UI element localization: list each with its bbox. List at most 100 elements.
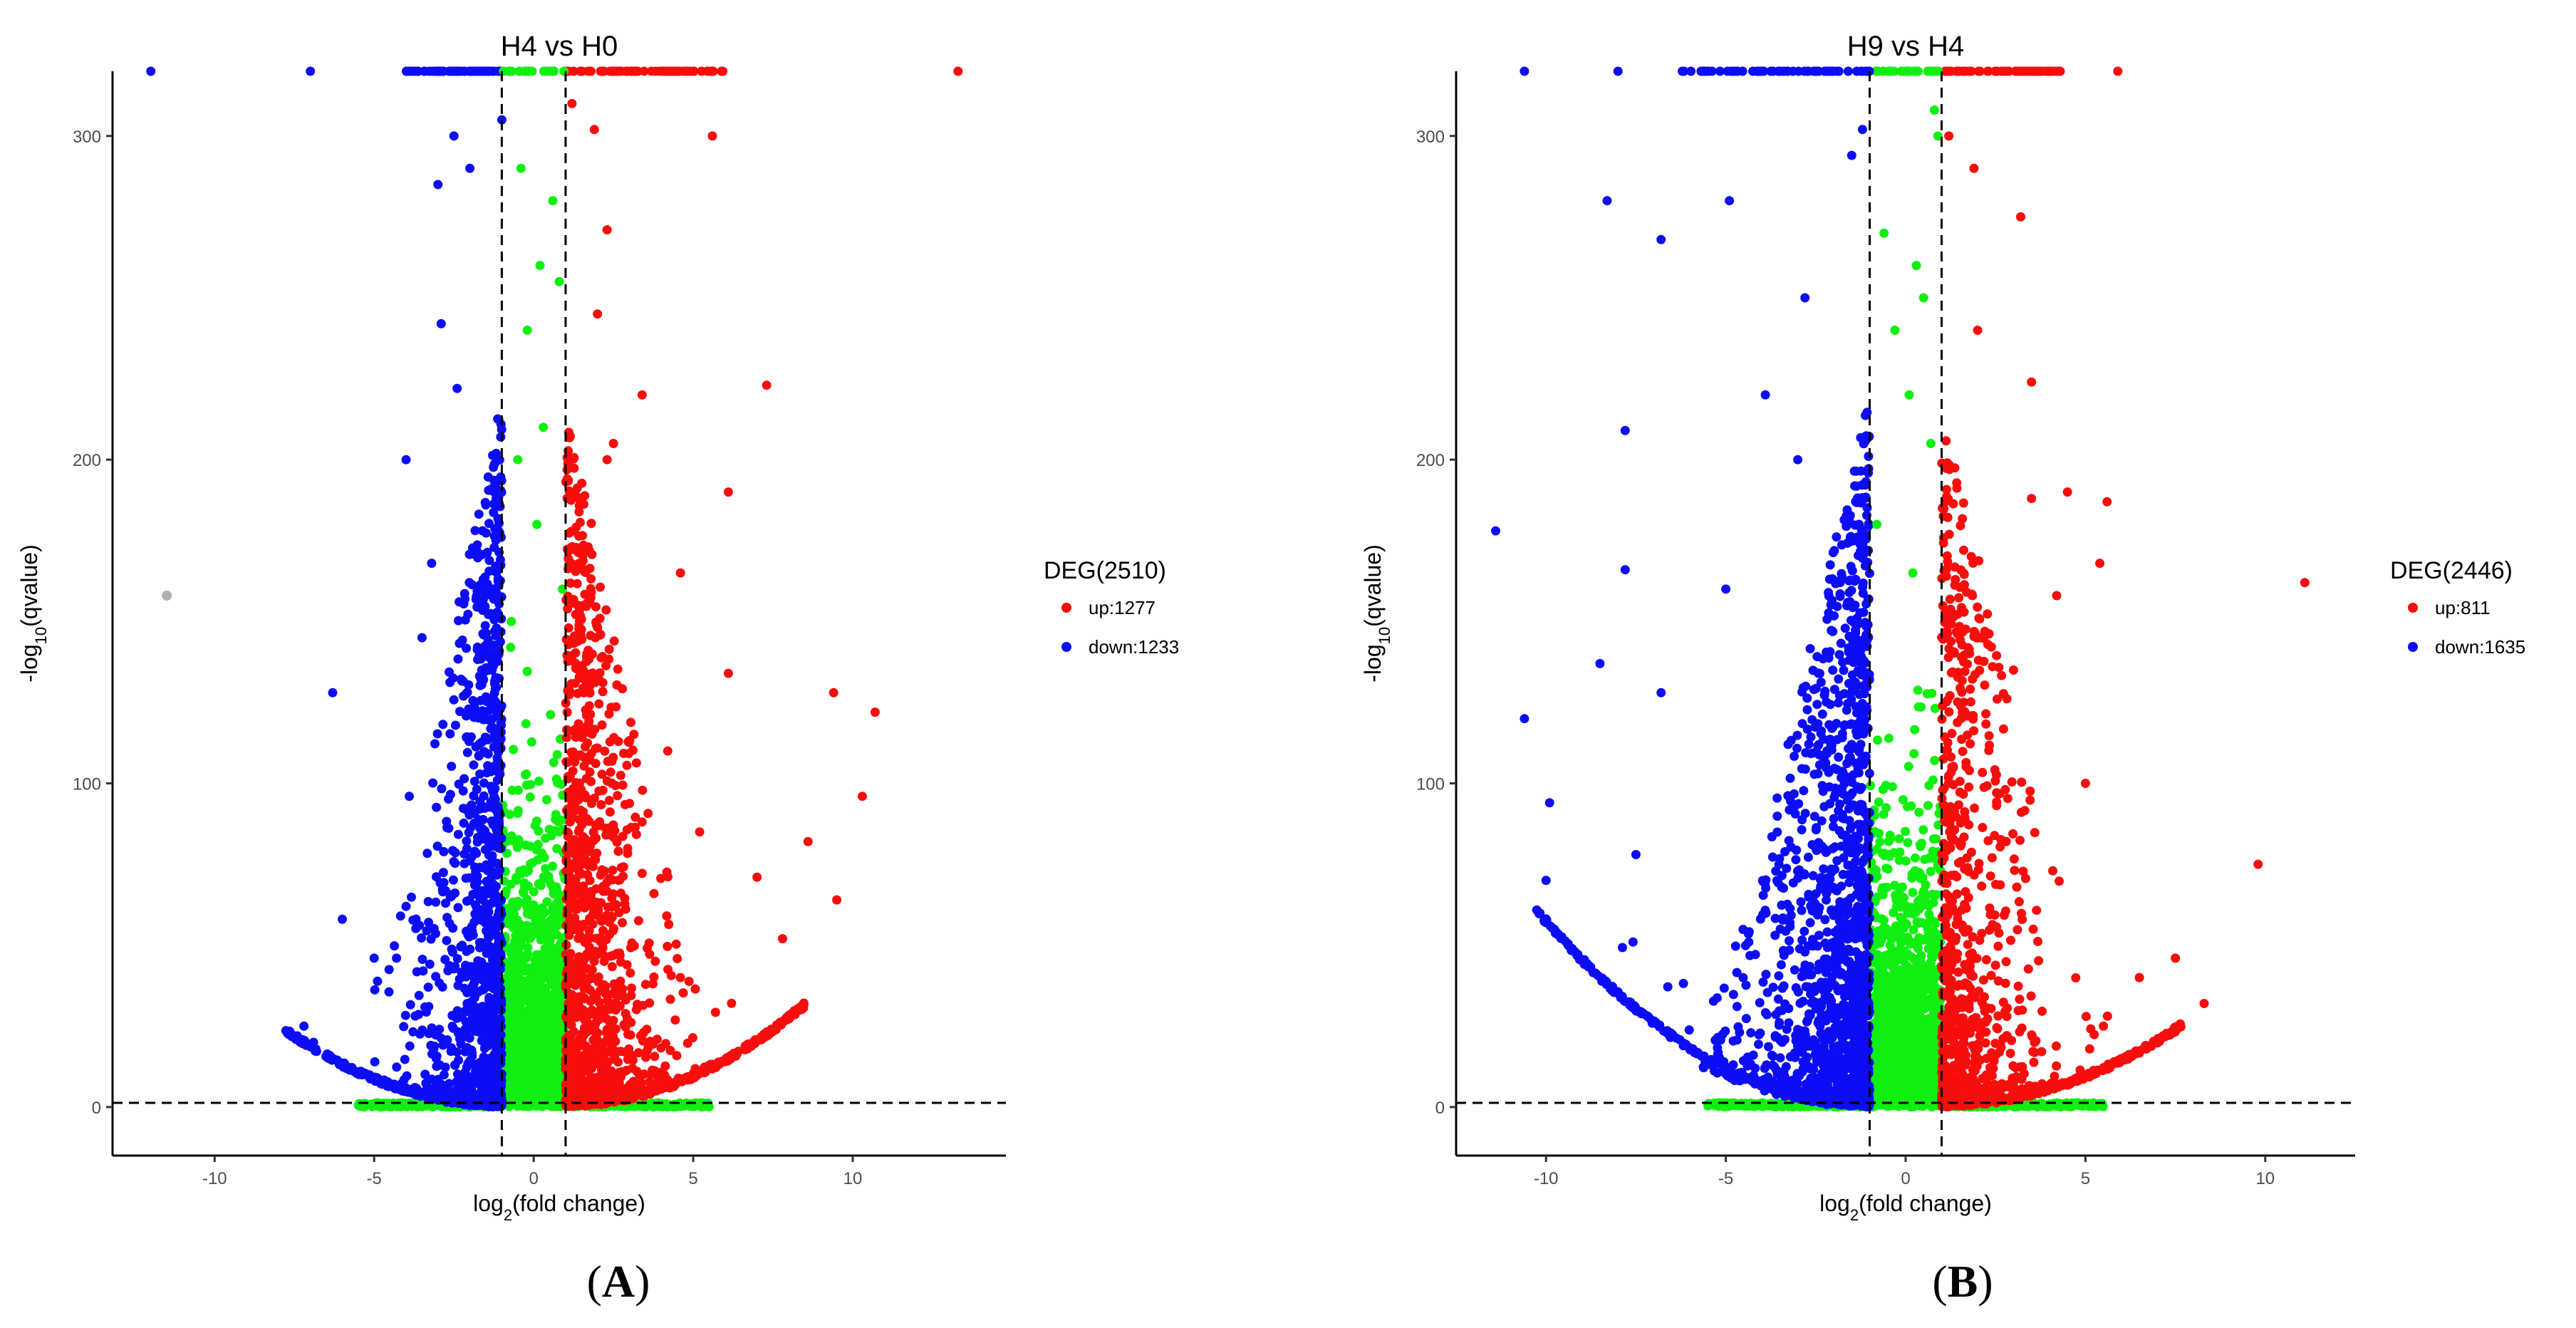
point-down — [450, 720, 460, 730]
point-ns — [539, 908, 549, 918]
point-up — [584, 716, 594, 726]
point-ns — [518, 1042, 528, 1052]
point-up — [664, 920, 674, 929]
point-up — [602, 776, 612, 786]
point-down — [469, 760, 479, 770]
point-up — [566, 949, 576, 958]
point-up — [605, 807, 615, 817]
point-down — [459, 858, 469, 868]
point-up — [565, 772, 575, 782]
point-down — [414, 990, 424, 1000]
point-up — [575, 899, 585, 909]
point-down — [437, 885, 447, 894]
point-down — [384, 965, 394, 975]
point-up — [601, 911, 611, 920]
point-ns — [529, 887, 539, 897]
point-down — [492, 881, 501, 891]
point-up — [672, 1051, 682, 1061]
point-down — [478, 666, 488, 676]
point-up — [593, 623, 603, 633]
point-ns — [534, 826, 544, 836]
point-ns — [521, 979, 531, 989]
point-up — [588, 1035, 598, 1045]
point-ns — [553, 1054, 563, 1064]
point-up — [616, 1047, 626, 1057]
point-up — [566, 495, 576, 505]
point-up — [643, 943, 652, 953]
point-up — [581, 814, 591, 824]
point-ns — [536, 935, 546, 945]
point-down — [461, 689, 471, 699]
point-down — [465, 705, 475, 715]
point-down — [445, 678, 455, 688]
point-up — [625, 799, 635, 809]
point-up — [574, 531, 583, 541]
point-down — [472, 903, 482, 913]
point-up — [662, 911, 672, 921]
point-ns — [509, 745, 519, 754]
point-down — [423, 982, 433, 992]
point-down — [431, 972, 441, 982]
point-up — [582, 949, 592, 959]
point-up — [607, 999, 617, 1009]
point-up — [598, 1045, 608, 1055]
point-up — [626, 717, 635, 727]
point-up — [569, 925, 579, 935]
point-ns — [546, 831, 556, 841]
point-up — [606, 767, 616, 777]
point-up — [631, 1005, 641, 1015]
point-down — [411, 923, 421, 933]
point-up — [602, 878, 612, 888]
point-up — [562, 707, 572, 717]
point-up — [594, 699, 604, 709]
point-ns — [520, 1076, 530, 1086]
point-down — [489, 742, 499, 752]
point-up — [598, 687, 608, 697]
point-ns — [516, 935, 526, 945]
point-down — [392, 1062, 402, 1072]
point-down — [418, 966, 428, 976]
point-up — [582, 650, 592, 660]
point-up — [622, 960, 632, 970]
point-up — [645, 998, 655, 1008]
point-up — [629, 730, 639, 740]
point-down — [490, 524, 500, 534]
point-up — [581, 934, 591, 944]
point-ns — [521, 780, 531, 790]
point-up — [609, 923, 618, 933]
point-up — [690, 984, 700, 994]
point-down — [430, 739, 440, 749]
point-ns — [525, 792, 535, 802]
point-up — [627, 1051, 637, 1061]
point-down — [447, 1043, 457, 1053]
point-up — [670, 1015, 680, 1025]
point-up — [597, 935, 607, 945]
point-up — [598, 785, 608, 795]
point-ns — [537, 1057, 547, 1067]
point-down — [422, 849, 432, 858]
point-ns — [521, 868, 531, 877]
point-down — [405, 1041, 415, 1051]
point-up — [583, 738, 593, 748]
point-ns — [551, 965, 561, 975]
point-up — [597, 865, 607, 875]
point-up — [665, 995, 675, 1005]
point-down — [464, 578, 474, 588]
point-ns — [520, 923, 530, 933]
point-up — [622, 1013, 632, 1023]
point-up — [682, 1038, 692, 1048]
point-up — [569, 835, 579, 845]
point-ns — [544, 875, 554, 885]
point-up — [570, 806, 580, 816]
point-up — [596, 800, 606, 809]
point-up — [613, 991, 623, 1001]
point-up — [662, 867, 672, 877]
point-ns — [527, 1050, 537, 1060]
point-up — [608, 866, 618, 875]
point-ns — [536, 881, 546, 891]
point-ns — [522, 894, 532, 904]
point-ns — [506, 919, 516, 929]
point-up — [566, 794, 576, 804]
point-up — [648, 979, 658, 989]
